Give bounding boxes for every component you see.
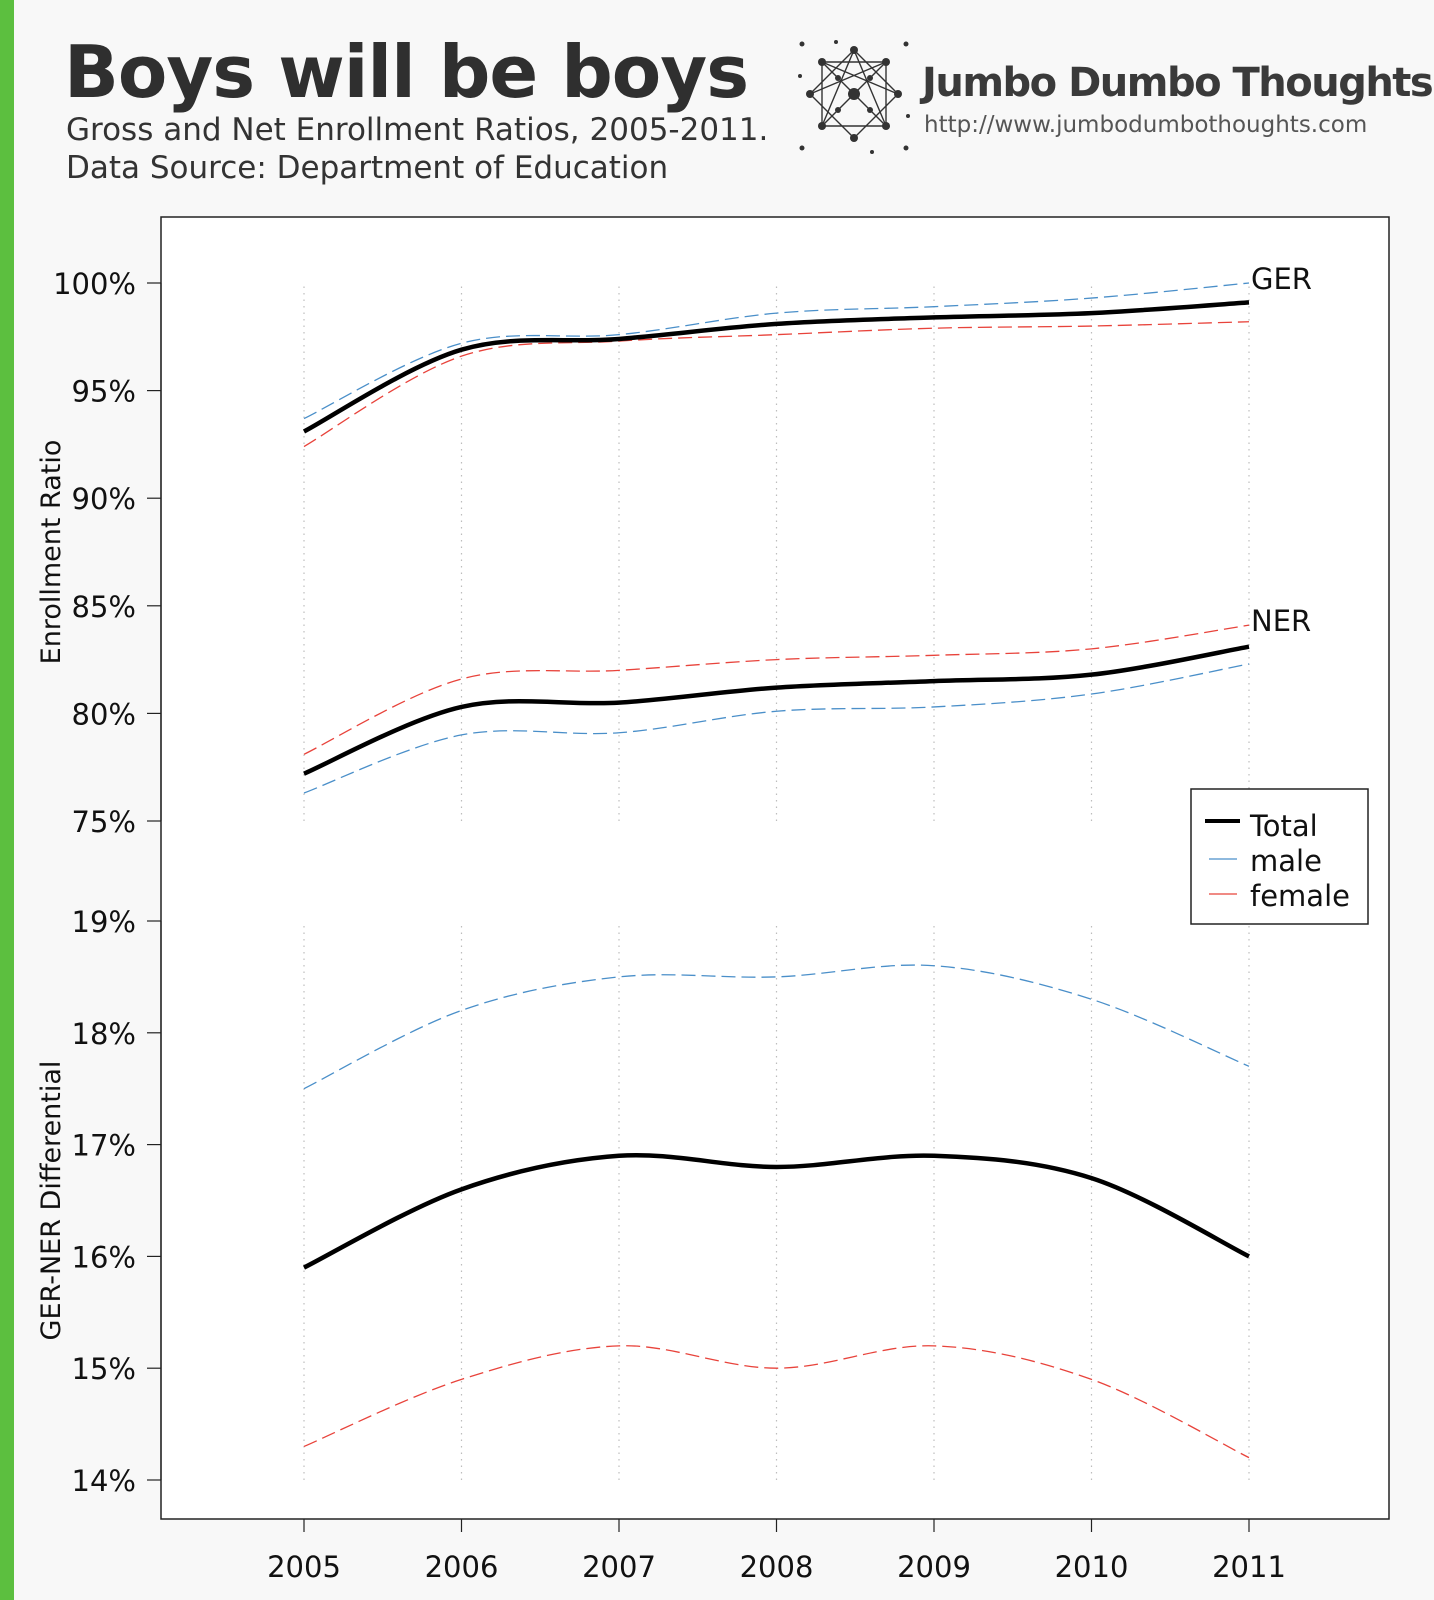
group-label-ger: GER [1251,262,1312,296]
group-label-ner: NER [1251,604,1311,638]
legend-label-male: male [1250,844,1322,878]
subtitle-line-2: Data Source: Department of Education [66,150,669,186]
y-tick-label-top: 95% [72,375,136,409]
brand-name: Jumbo Dumbo Thoughts [922,60,1434,106]
y-tick-label-top: 100% [53,267,136,301]
x-tick-label: 2007 [582,1550,656,1584]
series-differential-female [303,1345,1250,1459]
brand-url: http://www.jumbodumbothoughts.com [924,112,1368,138]
y-tick-label-bottom: 18% [72,1017,136,1051]
y-tick-label-bottom: 14% [72,1464,136,1498]
y-tick-label-bottom: 19% [72,905,136,939]
y-tick-label-top: 90% [72,482,136,516]
y-axis-title-top: Enrollment Ratio [36,440,67,665]
series-ner-female [303,624,1250,755]
y-tick-label-bottom: 16% [72,1240,136,1274]
y-tick-label-top: 75% [72,805,136,839]
series-ger-female [303,321,1250,448]
plot-frame [160,216,1390,1520]
subtitle-line-1: Gross and Net Enrollment Ratios, 2005-20… [66,112,769,148]
x-tick-label: 2009 [897,1550,971,1584]
brand-logo-icon [798,40,910,154]
x-tick-label: 2006 [425,1550,499,1584]
page-title: Boys will be boys [64,30,749,114]
legend-label-total: Total [1249,809,1318,843]
x-tick-label: 2010 [1055,1550,1129,1584]
x-tick-label: 2011 [1212,1550,1286,1584]
series-ger-male [303,282,1250,420]
axes: 75% 80% 85% 90% 95% 100% Enrollment Ratio 14% 15… [36,267,1286,1584]
y-axis-title-bottom: GER-NER Differential [36,1061,67,1341]
x-tick-label: 2008 [740,1550,814,1584]
series-differential-total [302,1152,1251,1270]
legend: Total male female [1190,788,1369,925]
annotations: GER NER [1251,262,1312,638]
y-tick-label-top: 85% [72,590,136,624]
y-tick-label-bottom: 15% [72,1352,136,1386]
series-lines [302,282,1251,1459]
series-ner-male [303,663,1250,794]
y-tick-label-bottom: 17% [72,1129,136,1163]
series-ner-total [303,644,1250,776]
legend-label-female: female [1250,879,1350,913]
accent-bar [0,0,14,1600]
x-tick-label: 2005 [267,1550,341,1584]
grid-lines [303,283,1250,1480]
series-ger-total [302,300,1250,434]
y-tick-label-top: 80% [72,697,136,731]
legend-box [1190,788,1369,925]
